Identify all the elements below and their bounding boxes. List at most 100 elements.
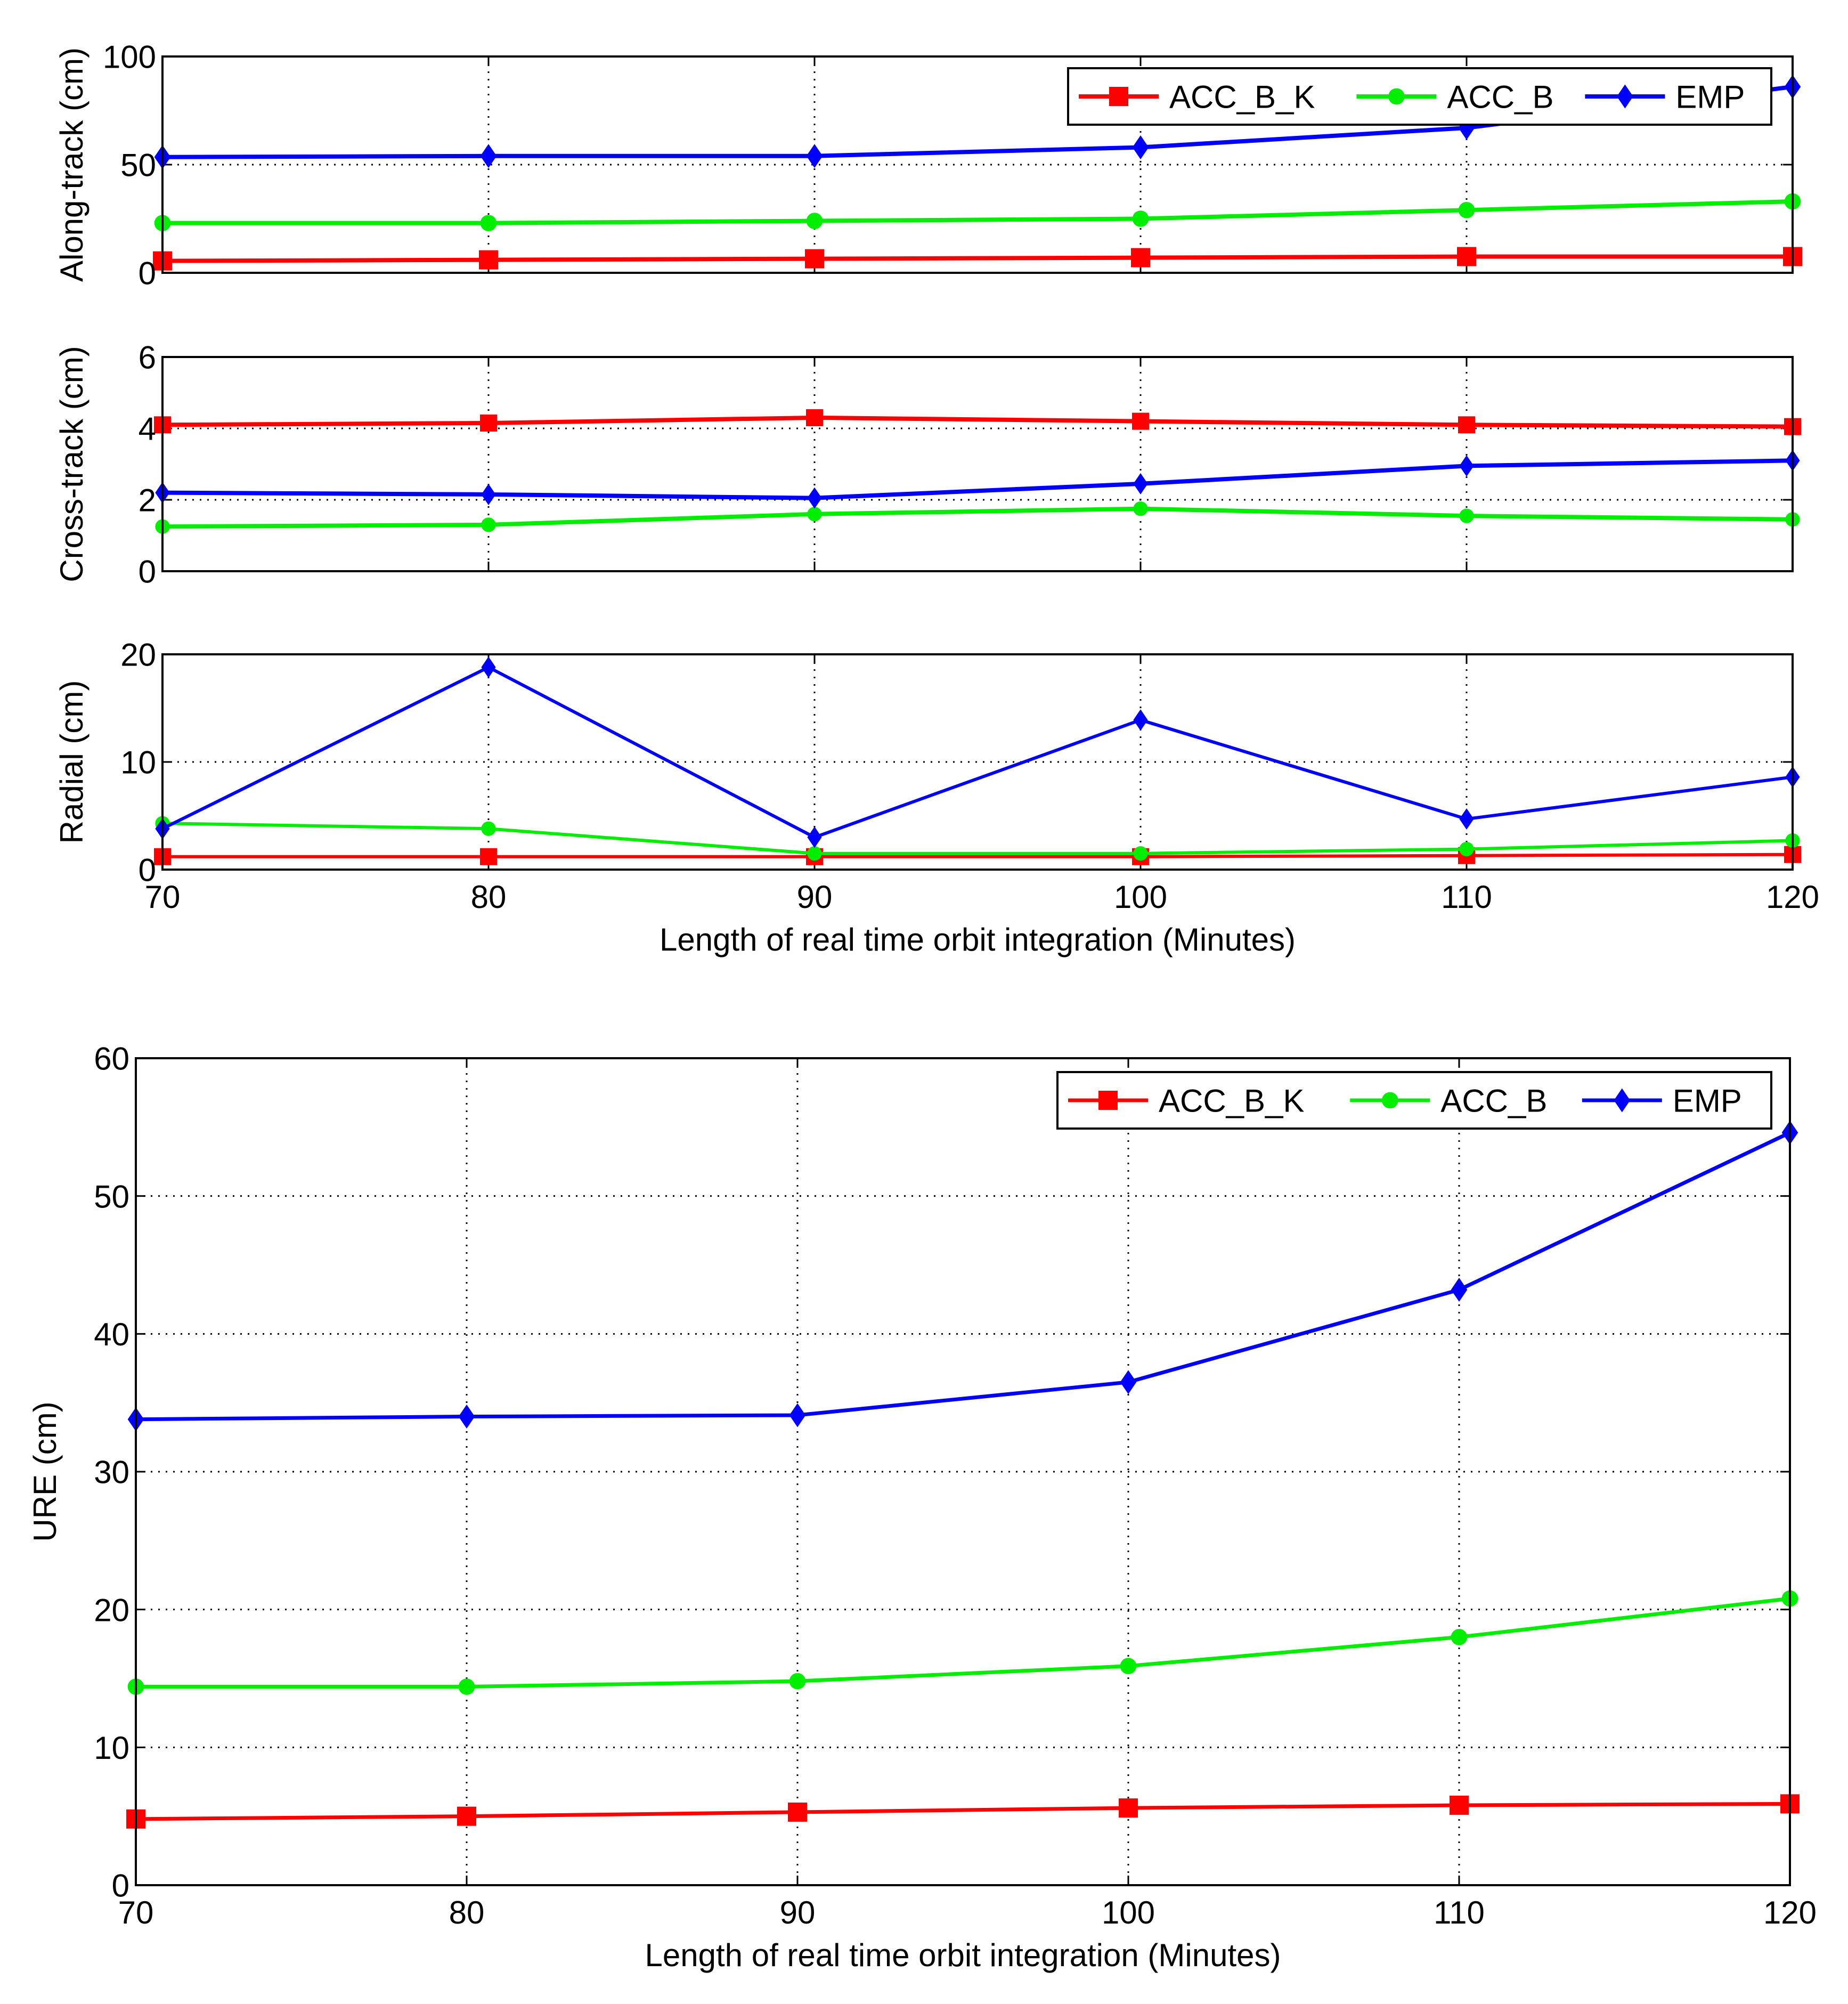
data-point-emp [1459,808,1474,830]
cross-track-chart: 0 2 4 6 Cross-track (cm) [54,340,1801,590]
y-tick-label: 20 [120,637,156,673]
data-point-acc-b-k [1450,1795,1469,1815]
data-point-acc-b [1459,842,1474,857]
legend-marker-acc-b [1388,88,1405,105]
plot-area [162,654,1793,870]
data-point-emp [481,656,496,678]
y-tick-label: 2 [139,483,156,518]
legend-label-emp: EMP [1673,1083,1742,1119]
data-point-acc-b-k [1119,1798,1138,1818]
data-point-emp [458,1405,475,1429]
legend: ACC_B_K ACC_B EMP [1067,67,1772,126]
data-point-acc-b [480,215,497,231]
series-line-acc-b [136,1596,1790,1689]
series-line-emp [162,458,1793,500]
axes-frame [135,1057,1791,1886]
x-axis-label: Length of real time orbit integration (M… [645,1937,1281,1973]
data-point-acc-b-k [1457,247,1476,266]
data-point-acc-b [789,1673,806,1690]
y-tick-label: 20 [94,1592,129,1628]
series-line-acc-b [162,199,1793,225]
plot-area [136,1058,1790,1885]
data-point-acc-b [481,821,496,836]
x-tick-label: 70 [145,879,181,915]
data-point-acc-b [807,507,822,522]
legend: ACC_B_K ACC_B EMP [1056,1071,1772,1130]
x-tick-label: 80 [471,879,507,915]
data-point-acc-b-k [1132,412,1149,430]
y-tick-label: 50 [94,1179,129,1214]
data-point-acc-b [1451,1629,1468,1645]
data-point-emp [1132,135,1149,160]
legend-label-acc-b: ACC_B [1447,79,1553,115]
along-track-chart: 0 50 100 Along-track (cm) ACC_B_K ACC_B EMP [54,39,1802,291]
data-point-acc-b-k [480,414,497,432]
y-axis-label: URE (cm) [27,1401,63,1541]
y-tick-label: 4 [139,411,156,447]
data-point-acc-b-k [805,249,824,269]
series-line-acc-b [162,506,1793,529]
data-point-acc-b [806,213,823,229]
y-tick-label: 40 [94,1317,129,1352]
y-axis-label: Radial (cm) [54,680,89,844]
data-point-acc-b-k [806,409,823,426]
data-point-acc-b-k [788,1802,807,1822]
x-tick-label: 110 [1441,879,1492,915]
data-point-acc-b [1132,210,1149,227]
data-point-emp [1133,473,1148,494]
data-point-acc-b [1458,201,1475,218]
series-line-emp [161,666,1793,839]
y-tick-label: 100 [103,39,156,75]
y-tick-label: 0 [139,256,156,291]
data-point-emp [807,826,822,848]
data-point-acc-b [1459,508,1474,523]
data-point-acc-b [807,846,822,861]
y-tick-label: 0 [112,1868,129,1904]
y-tick-label: 0 [139,853,156,888]
x-tick-label: 70 [118,1895,154,1930]
axes-frame [161,653,1794,871]
data-point-emp [481,483,496,505]
x-tick-label: 100 [1114,879,1167,915]
legend-marker-emp [1617,84,1633,109]
data-point-emp [806,144,823,168]
y-tick-label: 30 [94,1455,129,1490]
series-line-acc-b-k [162,853,1793,858]
data-point-acc-b [481,517,496,532]
x-tick-label: 120 [1763,1895,1817,1930]
data-point-emp [1459,455,1474,477]
y-tick-label: 60 [94,1041,129,1077]
legend-marker-acc-b-k [1109,87,1128,106]
y-tick-label: 10 [120,745,156,781]
y-tick-label: 0 [139,554,156,590]
data-point-emp [789,1403,806,1427]
ure-chart: 0 10 20 30 40 50 60 70 80 90 100 110 120 URE (cm) Leng… [27,1041,1817,1973]
series-line-emp [135,1131,1791,1422]
x-tick-label: 80 [449,1895,485,1930]
y-tick-label: 10 [94,1730,129,1766]
x-tick-label: 90 [780,1895,816,1930]
axes-frame [161,356,1794,572]
legend-label-acc-b-k: ACC_B_K [1169,79,1315,115]
data-point-acc-b-k [479,250,498,270]
data-point-acc-b-k [480,848,497,865]
y-tick-label: 6 [139,340,156,376]
legend-label-acc-b: ACC_B [1440,1083,1547,1119]
series-line-acc-b-k [135,1802,1790,1821]
legend-marker-acc-b [1382,1092,1398,1109]
axes-frame [161,55,1794,274]
data-point-acc-b-k [1131,248,1150,267]
series-line-acc-b [162,822,1793,855]
data-point-emp [480,144,497,168]
data-point-emp [1133,709,1148,731]
data-point-acc-b-k [457,1806,476,1826]
radial-chart: 0 10 20 70 80 90 100 110 120 Radial (cm) Length of… [54,637,1819,958]
legend-marker-emp [1614,1088,1631,1113]
data-point-emp [807,487,822,509]
series-line-acc-b-k [162,415,1793,429]
legend-label-emp: EMP [1675,79,1745,115]
x-tick-label: 110 [1434,1895,1485,1930]
y-axis-label: Along-track (cm) [54,47,89,282]
data-point-acc-b [1133,846,1148,861]
